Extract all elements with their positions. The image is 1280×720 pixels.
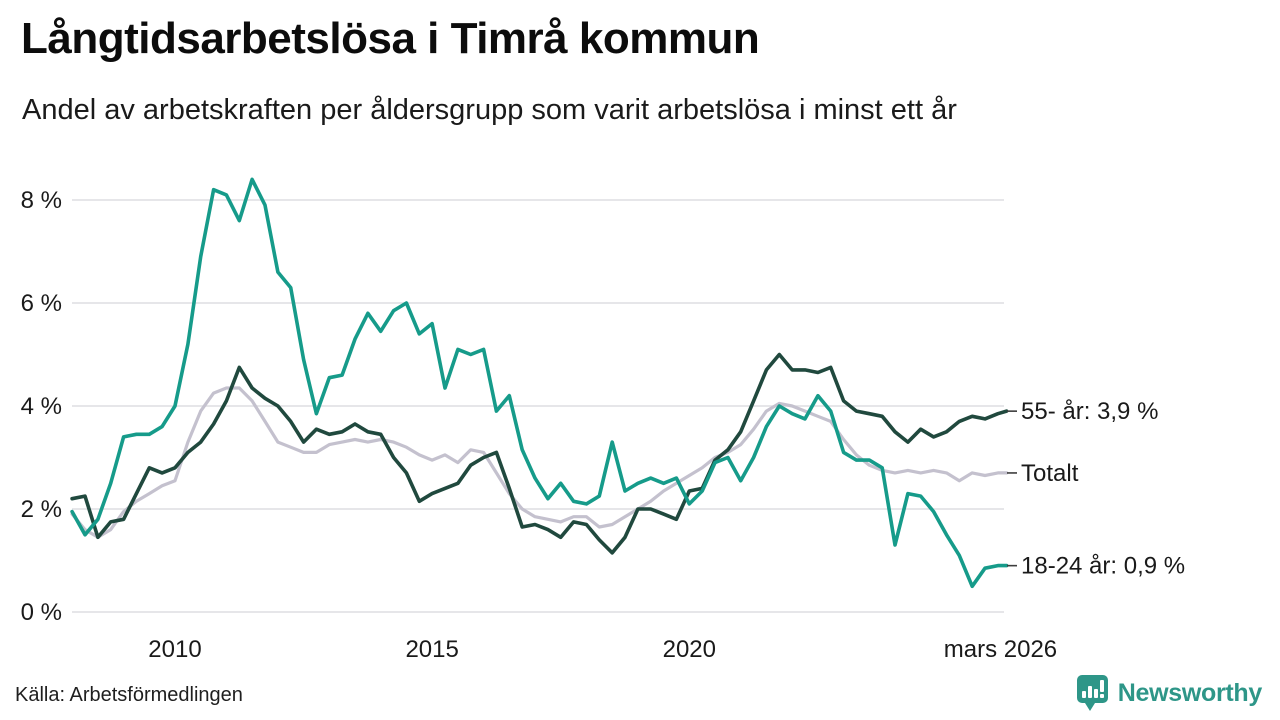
series-line-55--r [70, 352, 1009, 555]
series-end-label: 55- år: 3,9 % [1021, 398, 1158, 425]
gridlines [72, 199, 1004, 613]
y-tick-label: 2 % [21, 496, 62, 523]
x-tick-label: 2015 [405, 636, 458, 663]
page-subtitle: Andel av arbetskraften per åldersgrupp s… [22, 94, 957, 126]
series-line-18-24-r [70, 177, 1009, 589]
x-tick-label: 2010 [148, 636, 201, 663]
x-tick-label: mars 2026 [944, 636, 1057, 663]
y-tick-label: 0 % [21, 599, 62, 626]
newsworthy-logo-icon [1076, 674, 1109, 712]
newsworthy-logo[interactable]: Newsworthy [1076, 674, 1262, 712]
y-tick-label: 4 % [21, 393, 62, 420]
axis-tick-labels: 0 % 2 % 4 % 6 % 8 % 2010 2015 2020 mars 2026 [21, 187, 1058, 663]
y-tick-label: 8 % [21, 187, 62, 214]
page-title: Långtidsarbetslösa i Timrå kommun [21, 14, 760, 63]
source-note: Källa: Arbetsförmedlingen [15, 684, 243, 706]
series-end-labels: Totalt 55- år: 3,9 % 18-24 år: 0,9 % [1007, 398, 1185, 580]
y-tick-label: 6 % [21, 290, 62, 317]
series-line-Totalt [70, 386, 1009, 539]
series-end-label: Totalt [1021, 460, 1079, 487]
x-tick-label: 2020 [663, 636, 716, 663]
newsworthy-logo-text: Newsworthy [1117, 678, 1263, 707]
series-lines [70, 177, 1009, 589]
series-end-label: 18-24 år: 0,9 % [1021, 553, 1185, 580]
